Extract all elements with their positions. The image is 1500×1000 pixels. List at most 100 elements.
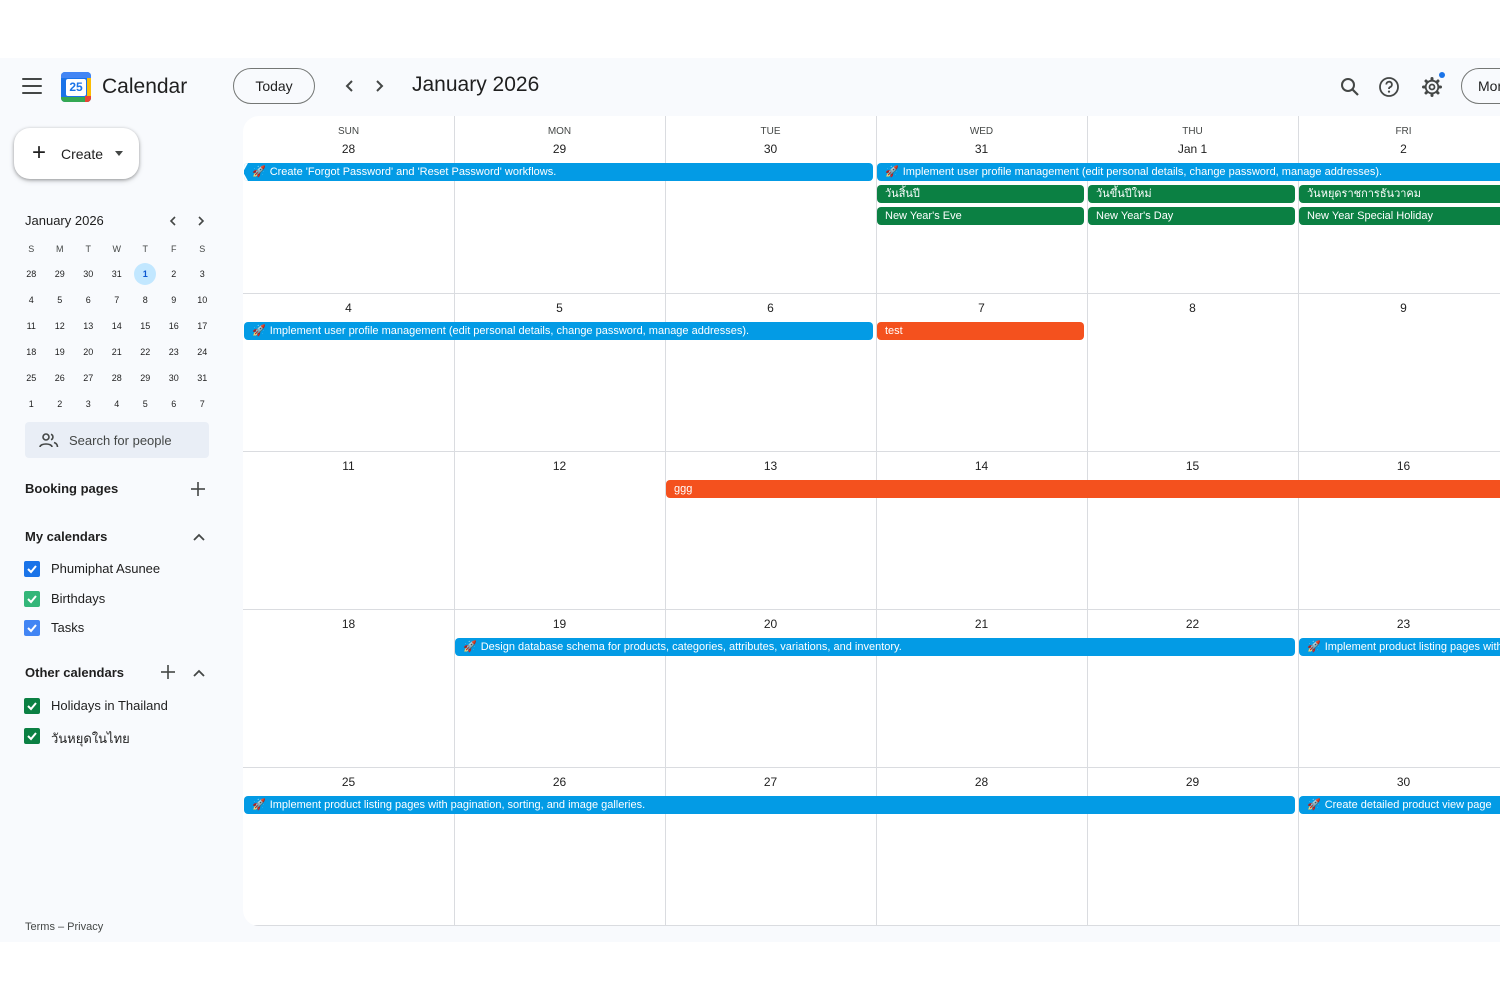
mini-day-cell[interactable]: 31 [188,365,217,391]
day-number[interactable]: 25 [341,775,356,789]
day-number[interactable]: 6 [767,301,774,315]
mini-day-cell[interactable]: 13 [74,313,103,339]
checkbox-checked-icon[interactable] [24,727,40,744]
mini-chevron-left-icon[interactable] [166,214,180,228]
event-chip[interactable]: New Year's Day [1088,207,1295,225]
mini-day-cell[interactable]: 19 [46,339,75,365]
mini-day-cell[interactable]: 7 [103,287,132,313]
mini-day-cell[interactable]: 29 [46,261,75,287]
mini-day-cell[interactable]: 30 [160,365,189,391]
mini-day-cell[interactable]: 29 [131,365,160,391]
day-number[interactable]: 29 [552,142,567,156]
mini-day-cell[interactable]: 27 [74,365,103,391]
day-number[interactable]: 28 [974,775,989,789]
mini-day-cell[interactable]: 25 [17,365,46,391]
mini-day-cell[interactable]: 6 [74,287,103,313]
mini-day-cell[interactable]: 3 [74,391,103,417]
day-number[interactable]: 4 [345,301,352,315]
mini-day-cell[interactable]: 2 [46,391,75,417]
mini-day-cell[interactable]: 14 [103,313,132,339]
event-chip[interactable]: 🚀Implement product listing pages with pa… [244,796,1295,814]
checkbox-checked-icon[interactable] [24,590,40,607]
chevron-left-icon[interactable] [341,77,359,95]
event-chip[interactable]: 🚀 Create detailed product view page [1299,796,1500,814]
day-number[interactable]: 29 [1185,775,1200,789]
event-chip[interactable]: 🚀Implement product listing pages with pa… [1299,638,1500,656]
add-booking-page-plus-icon[interactable] [190,481,206,497]
event-chip[interactable]: 🚀 Implement user profile management (edit… [877,163,1500,181]
day-number[interactable]: 13 [763,459,778,473]
day-number[interactable]: 21 [974,617,989,631]
mini-day-cell[interactable]: 16 [160,313,189,339]
event-chip[interactable]: test [877,322,1084,340]
mini-day-cell[interactable]: 22 [131,339,160,365]
today-button[interactable]: Today [233,68,315,104]
mini-day-cell[interactable]: 11 [17,313,46,339]
checkbox-checked-icon[interactable] [24,561,40,577]
calendar-logo-icon[interactable]: 25 [61,72,91,102]
mini-day-cell[interactable]: 8 [131,287,160,313]
day-number[interactable]: 14 [974,459,989,473]
mini-day-cell[interactable]: 15 [131,313,160,339]
settings-icon[interactable] [1421,76,1443,98]
mini-chevron-right-icon[interactable] [194,214,208,228]
event-chip[interactable]: วันหยุดราชการธันวาคม [1299,185,1500,203]
mini-day-cell[interactable]: 5 [131,391,160,417]
mini-day-cell[interactable]: 12 [46,313,75,339]
event-chip[interactable]: 🚀 Implement user profile management (edit… [244,322,873,340]
mini-day-cell[interactable]: 24 [188,339,217,365]
day-number[interactable]: 16 [1396,459,1411,473]
help-icon[interactable] [1378,76,1400,98]
mini-day-cell[interactable]: 17 [188,313,217,339]
mini-day-cell[interactable]: 1 [131,261,160,287]
mini-day-cell[interactable]: 28 [17,261,46,287]
mini-day-cell[interactable]: 18 [17,339,46,365]
day-number[interactable]: 8 [1189,301,1196,315]
create-button[interactable]: + Create [14,128,139,179]
mini-day-cell[interactable]: 26 [46,365,75,391]
mini-day-cell[interactable]: 21 [103,339,132,365]
day-number[interactable]: 2 [1400,142,1407,156]
menu-icon[interactable] [22,78,42,94]
day-number[interactable]: 23 [1396,617,1411,631]
day-number[interactable]: 28 [341,142,356,156]
mini-day-cell[interactable]: 20 [74,339,103,365]
mini-day-cell[interactable]: 1 [17,391,46,417]
day-number[interactable]: 18 [341,617,356,631]
day-number[interactable]: 11 [342,459,355,473]
day-number[interactable]: 30 [1396,775,1411,789]
day-number[interactable]: 15 [1185,459,1200,473]
terms-privacy-link[interactable]: Terms – Privacy [25,921,104,933]
day-number[interactable]: 31 [974,142,989,156]
day-number[interactable]: 7 [978,301,985,315]
day-number[interactable]: 30 [763,142,778,156]
day-number[interactable]: 20 [763,617,778,631]
mini-day-cell[interactable]: 2 [160,261,189,287]
event-chip[interactable]: New Year's Eve [877,207,1084,225]
day-number[interactable]: 19 [552,617,567,631]
chevron-right-icon[interactable] [370,77,388,95]
mini-day-cell[interactable]: 30 [74,261,103,287]
search-icon[interactable] [1339,76,1361,98]
event-chip[interactable]: วันสิ้นปี [877,185,1084,203]
mini-day-cell[interactable]: 10 [188,287,217,313]
view-switcher-button[interactable]: Month [1461,68,1500,104]
event-chip[interactable]: 🚀 Create 'Forgot Password' and 'Reset Pas… [244,163,873,181]
day-number[interactable]: 5 [556,301,563,315]
day-number[interactable]: 9 [1400,301,1407,315]
mini-day-cell[interactable]: 28 [103,365,132,391]
app-title[interactable]: Calendar [102,75,188,98]
other-calendars-chevron-up-icon[interactable] [191,665,207,681]
day-number[interactable]: Jan 1 [1177,142,1208,156]
my-calendars-chevron-up-icon[interactable] [191,529,207,545]
mini-day-cell[interactable]: 9 [160,287,189,313]
mini-day-cell[interactable]: 7 [188,391,217,417]
mini-day-cell[interactable]: 23 [160,339,189,365]
event-chip[interactable]: ggg [666,480,1500,498]
mini-day-cell[interactable]: 6 [160,391,189,417]
mini-day-cell[interactable]: 4 [103,391,132,417]
search-people-input[interactable]: Search for people [25,422,209,458]
day-number[interactable]: 26 [552,775,567,789]
day-number[interactable]: 27 [763,775,778,789]
mini-day-cell[interactable]: 31 [103,261,132,287]
